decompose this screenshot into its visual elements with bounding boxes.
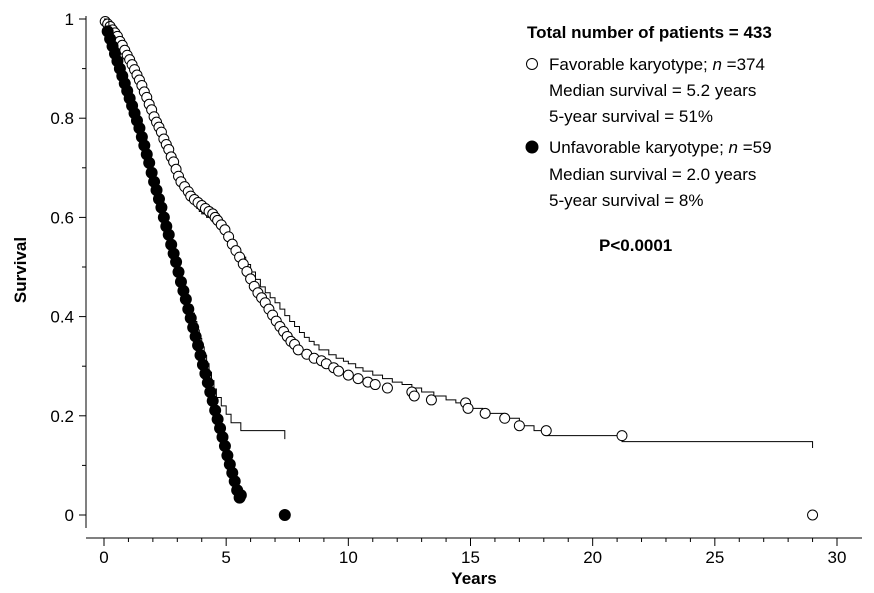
favorable-marker bbox=[513, 420, 525, 432]
unfavorable-marker bbox=[162, 228, 175, 241]
y-axis-title: Survival bbox=[11, 237, 30, 303]
favorable-marker bbox=[616, 430, 628, 442]
y-tick-label: 0 bbox=[65, 506, 74, 525]
x-tick-label: 30 bbox=[828, 548, 847, 567]
unfavorable-marker bbox=[234, 489, 247, 502]
x-tick-label: 10 bbox=[339, 548, 358, 567]
y-tick-label: 0.6 bbox=[50, 208, 74, 227]
favorable-marker bbox=[807, 509, 819, 521]
favorable-marker bbox=[352, 373, 364, 385]
unfavorable-marker bbox=[143, 156, 156, 169]
legend-title: Total number of patients = 433 bbox=[527, 23, 772, 42]
y-tick-label: 0.4 bbox=[50, 308, 74, 327]
favorable-marker bbox=[381, 382, 393, 394]
y-tick-label: 0.2 bbox=[50, 407, 74, 426]
legend-label-unfavorable-nvalue: =59 bbox=[743, 138, 772, 157]
legend-label-favorable: Favorable karyotype; n =374 bbox=[549, 55, 765, 74]
unfavorable-marker bbox=[172, 265, 185, 278]
favorable-marker bbox=[540, 425, 552, 437]
x-tick-label: 0 bbox=[99, 548, 108, 567]
unfavorable-marker bbox=[192, 339, 205, 352]
x-tick-label: 20 bbox=[583, 548, 602, 567]
legend-label-unfavorable-n: n bbox=[729, 138, 738, 157]
legend-favorable-median: Median survival = 5.2 years bbox=[549, 81, 756, 100]
favorable-marker bbox=[342, 369, 354, 381]
x-axis-title: Years bbox=[451, 569, 496, 588]
legend-marker-unfavorable bbox=[525, 140, 539, 154]
legend-label-favorable-nvalue: =374 bbox=[727, 55, 765, 74]
x-axis: 0 5 10 15 20 25 30 bbox=[86, 537, 862, 567]
plot-area bbox=[99, 15, 819, 521]
legend-marker-favorable bbox=[526, 58, 538, 70]
favorable-marker bbox=[499, 412, 511, 424]
unfavorable-marker bbox=[155, 201, 168, 214]
favorable-marker bbox=[425, 394, 437, 406]
favorable-marker bbox=[479, 407, 491, 419]
legend-unfavorable-5yr: 5-year survival = 8% bbox=[549, 191, 703, 210]
unfavorable-marker bbox=[278, 509, 291, 521]
legend-label-favorable-n: n bbox=[712, 55, 721, 74]
y-axis: 0 0.2 0.4 0.6 0.8 1 bbox=[50, 10, 87, 528]
p-value-annotation: P<0.0001 bbox=[599, 236, 672, 255]
legend-label-unfavorable: Unfavorable karyotype; n =59 bbox=[549, 138, 772, 157]
unfavorable-marker bbox=[179, 293, 192, 306]
favorable-marker bbox=[292, 344, 304, 356]
favorable-marker bbox=[462, 402, 474, 414]
legend-unfavorable-median: Median survival = 2.0 years bbox=[549, 165, 756, 184]
favorable-marker bbox=[369, 379, 381, 391]
survival-step-line bbox=[104, 18, 286, 440]
unfavorable-marker bbox=[170, 256, 183, 269]
y-tick-label: 0.8 bbox=[50, 109, 74, 128]
legend-label-unfavorable-prefix: Unfavorable karyotype; bbox=[549, 138, 729, 157]
legend: Total number of patients = 433 Favorable… bbox=[525, 23, 772, 210]
legend-label-favorable-prefix: Favorable karyotype; bbox=[549, 55, 712, 74]
legend-favorable-5yr: 5-year survival = 51% bbox=[549, 107, 713, 126]
series-favorable bbox=[99, 15, 819, 521]
x-tick-label: 15 bbox=[461, 548, 480, 567]
favorable-marker bbox=[408, 390, 420, 402]
favorable-marker bbox=[333, 365, 345, 377]
x-tick-label: 5 bbox=[221, 548, 230, 567]
y-tick-label: 1 bbox=[65, 10, 74, 29]
series-unfavorable bbox=[101, 18, 291, 521]
x-tick-label: 25 bbox=[705, 548, 724, 567]
